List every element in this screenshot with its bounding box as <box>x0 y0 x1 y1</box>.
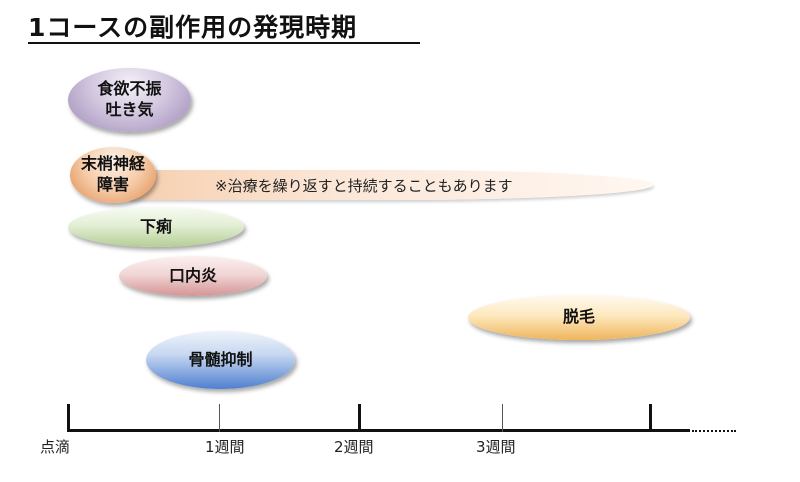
axis-label-infusion: 点滴 <box>40 438 71 456</box>
anorexia-label-line1: 食欲不振 <box>97 79 162 99</box>
tick-week1 <box>219 404 220 432</box>
tick-week2 <box>358 404 361 432</box>
alopecia-label: 脱毛 <box>562 307 595 327</box>
anorexia-label-line2: 吐き気 <box>105 100 154 119</box>
alopecia-oval: 脱毛 <box>468 295 690 340</box>
marrow-label: 骨髄抑制 <box>188 349 253 369</box>
anorexia-nausea-oval: 食欲不振 吐き気 <box>68 68 191 132</box>
neuropathy-label-line1: 末梢神経 <box>80 154 145 174</box>
neuropathy-note: ※治療を繰り返すと持続することもあります <box>215 177 513 195</box>
bone-marrow-suppression-oval: 骨髄抑制 <box>146 331 295 389</box>
stomatitis-oval: 口内炎 <box>119 256 267 296</box>
neuropathy-label-line2: 障害 <box>96 175 129 194</box>
page-title: 1コースの副作用の発現時期 <box>28 13 358 42</box>
tick-week3 <box>502 404 503 432</box>
axis-label-week1: 1週間 <box>205 438 245 456</box>
stomatitis-label: 口内炎 <box>168 265 217 285</box>
diarrhea-oval: 下痢 <box>68 207 244 247</box>
tick-week4 <box>649 404 652 432</box>
axis-label-week2: 2週間 <box>334 438 374 456</box>
axis-label-week3: 3週間 <box>476 438 516 456</box>
title-underline <box>28 42 420 44</box>
neuropathy-persistence-bar <box>128 170 653 200</box>
diarrhea-label: 下痢 <box>139 216 172 236</box>
tick-start <box>67 404 70 432</box>
timeline-axis <box>68 429 690 432</box>
peripheral-neuropathy-oval: 末梢神経 障害 <box>70 147 156 203</box>
timeline-continuation-dots <box>692 430 736 432</box>
